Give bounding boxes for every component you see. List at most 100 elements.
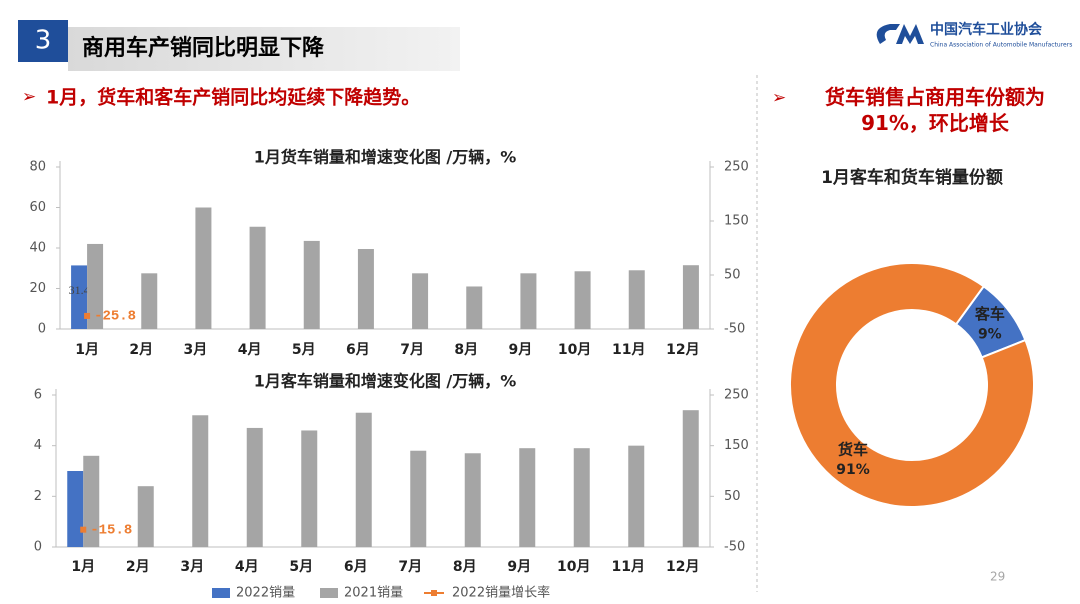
x-tick-label: 7月 xyxy=(398,559,422,575)
bullet-right-box: 货车销售占商用车份额为91%，环比增长 xyxy=(825,85,1045,135)
chart-title: 1月客车和货车销量份额 xyxy=(821,167,1003,188)
x-tick-label: 12月 xyxy=(666,342,699,358)
header-bar xyxy=(68,27,460,71)
x-tick-label: 11月 xyxy=(612,342,645,358)
slice-label: 客车 xyxy=(974,305,1005,323)
x-tick-label: 12月 xyxy=(666,559,699,575)
bar xyxy=(519,448,536,547)
y-tick-label: 0 xyxy=(38,322,46,337)
value-label: -15.8 xyxy=(90,522,132,538)
bar xyxy=(466,286,483,329)
x-tick-label: 9月 xyxy=(507,559,531,575)
x-tick-label: 3月 xyxy=(180,559,204,575)
y-tick-label: 4 xyxy=(34,438,42,453)
x-tick-label: 2月 xyxy=(129,342,153,358)
bar xyxy=(464,453,481,547)
bar xyxy=(67,471,84,547)
bullet-right: 货车销售占商用车份额为91%，环比增长 xyxy=(825,85,1045,135)
logo-mark xyxy=(876,24,924,44)
bar xyxy=(141,273,158,329)
bar xyxy=(355,412,372,547)
x-tick-label: 7月 xyxy=(400,342,424,358)
y2-tick-label: 250 xyxy=(724,160,749,175)
x-tick-label: 2月 xyxy=(126,559,150,575)
y-tick-label: 20 xyxy=(29,281,46,296)
x-tick-label: 3月 xyxy=(184,342,208,358)
bar xyxy=(195,207,212,329)
x-tick-label: 8月 xyxy=(454,342,478,358)
x-tick-label: 9月 xyxy=(509,342,533,358)
bar xyxy=(628,445,645,547)
y-tick-label: 80 xyxy=(29,160,46,175)
legend-label: 2021销量 xyxy=(344,586,403,601)
bar xyxy=(412,273,429,329)
y-tick-label: 2 xyxy=(34,489,42,504)
y-tick-label: 0 xyxy=(34,540,42,555)
logo-cn: 中国汽车工业协会 xyxy=(930,21,1043,38)
bullet-icon: ➢ xyxy=(772,88,786,108)
legend-swatch xyxy=(320,588,338,598)
bullet-left: 1月，货车和客车产销同比均延续下降趋势。 xyxy=(46,86,420,109)
logo-en: China Association of Automobile Manufact… xyxy=(930,42,1072,49)
legend-swatch xyxy=(212,588,230,598)
chart-title: 1月货车销量和增速变化图 /万辆，% xyxy=(254,148,517,167)
value-label: -25.8 xyxy=(94,309,136,325)
legend-label: 2022销量 xyxy=(236,586,295,601)
slice-value-label: 9% xyxy=(978,327,1002,343)
bar xyxy=(246,427,263,547)
bar xyxy=(357,249,374,329)
bar xyxy=(87,243,104,329)
x-tick-label: 5月 xyxy=(289,559,313,575)
bar xyxy=(71,265,88,329)
y2-tick-label: -50 xyxy=(724,540,745,555)
value-label: 31.4 xyxy=(69,283,90,297)
bar xyxy=(303,240,320,329)
bar xyxy=(83,455,100,547)
bar xyxy=(137,486,154,547)
x-tick-label: 5月 xyxy=(292,342,316,358)
legend-swatch xyxy=(431,590,437,596)
x-tick-label: 6月 xyxy=(344,559,368,575)
y-tick-label: 60 xyxy=(29,200,46,215)
line-marker xyxy=(80,526,87,533)
x-tick-label: 6月 xyxy=(346,342,370,358)
x-tick-label: 4月 xyxy=(235,559,259,575)
y2-tick-label: 250 xyxy=(724,388,749,403)
chart-title: 1月客车销量和增速变化图 /万辆，% xyxy=(254,372,517,391)
donut-slice xyxy=(789,262,1035,508)
bar xyxy=(520,273,537,329)
bar xyxy=(573,448,590,547)
x-tick-label: 10月 xyxy=(558,342,591,358)
x-tick-label: 4月 xyxy=(238,342,262,358)
x-tick-label: 1月 xyxy=(71,559,95,575)
line-marker xyxy=(84,312,91,319)
x-tick-label: 8月 xyxy=(453,559,477,575)
bullet-icon: ➢ xyxy=(22,87,36,107)
x-tick-label: 1月 xyxy=(75,342,99,358)
y2-tick-label: 150 xyxy=(724,214,749,229)
bar xyxy=(682,265,699,329)
y2-tick-label: -50 xyxy=(724,322,745,337)
header-number: 3 xyxy=(35,26,52,56)
x-tick-label: 10月 xyxy=(557,559,590,575)
bar xyxy=(249,226,266,329)
slice-label: 货车 xyxy=(838,441,868,459)
legend-label: 2022销量增长率 xyxy=(452,585,550,601)
y2-tick-label: 150 xyxy=(724,438,749,453)
bar xyxy=(682,410,699,547)
bar xyxy=(628,270,645,329)
y2-tick-label: 50 xyxy=(724,268,741,283)
header-title: 商用车产销同比明显下降 xyxy=(82,35,325,61)
bar xyxy=(574,271,591,329)
page-number: 29 xyxy=(990,570,1005,584)
x-tick-label: 11月 xyxy=(612,559,645,575)
bar xyxy=(192,415,209,547)
bar xyxy=(410,450,427,547)
bar xyxy=(301,430,318,547)
y2-tick-label: 50 xyxy=(724,489,741,504)
y-tick-label: 40 xyxy=(29,241,46,256)
slice-value-label: 91% xyxy=(836,462,870,478)
y-tick-label: 6 xyxy=(34,388,42,403)
